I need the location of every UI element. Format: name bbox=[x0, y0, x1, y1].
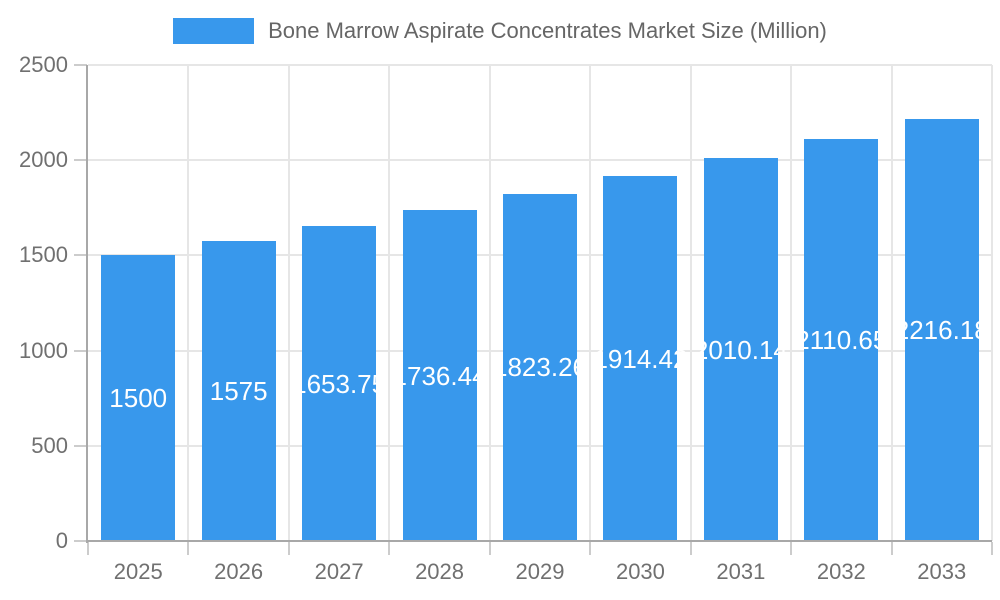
x-tick-label: 2031 bbox=[716, 559, 766, 584]
bar-value-label: 1823.26 bbox=[493, 352, 587, 383]
y-tick-label: 2500 bbox=[19, 52, 68, 77]
x-tick-label: 2030 bbox=[615, 559, 665, 584]
x-tick-label: 2026 bbox=[214, 559, 264, 584]
bar-2029[interactable] bbox=[503, 193, 577, 541]
vertical-gridline bbox=[187, 65, 190, 541]
y-tick-label: 500 bbox=[31, 432, 68, 458]
y-tick-label: 0 bbox=[55, 528, 68, 553]
y-axis-tick bbox=[74, 64, 87, 66]
x-axis-tick bbox=[991, 542, 993, 555]
bar-2033[interactable] bbox=[904, 119, 979, 541]
y-tick-label: 2000 bbox=[19, 147, 68, 173]
x-tick-label: 2033 bbox=[917, 559, 967, 584]
x-tick-label: 2027 bbox=[314, 559, 364, 584]
vertical-gridline bbox=[589, 65, 592, 541]
y-axis-tick bbox=[74, 349, 87, 352]
legend-label: Bone Marrow Aspirate Concentrates Market… bbox=[268, 18, 827, 43]
x-tick-label: 2025 bbox=[113, 559, 163, 584]
y-axis-line bbox=[86, 65, 88, 543]
vertical-gridline bbox=[790, 65, 793, 541]
bar-2032[interactable] bbox=[804, 139, 879, 541]
legend-swatch-icon bbox=[173, 18, 255, 44]
y-axis-tick bbox=[74, 254, 87, 257]
x-axis-tick bbox=[890, 542, 893, 555]
legend[interactable]: Bone Marrow Aspirate Concentrates Market… bbox=[0, 10, 1000, 52]
vertical-gridline bbox=[488, 65, 491, 541]
x-tick-label: 2029 bbox=[515, 559, 565, 584]
x-tick-label: 2032 bbox=[816, 559, 866, 584]
bar-value-label: 1653.75 bbox=[292, 368, 387, 399]
x-axis-tick bbox=[689, 542, 692, 555]
vertical-gridline bbox=[689, 65, 692, 541]
bar-value-label: 2216.18 bbox=[894, 315, 989, 346]
horizontal-gridline bbox=[88, 64, 992, 66]
vertical-gridline bbox=[287, 65, 290, 541]
y-axis-tick bbox=[74, 540, 87, 542]
vertical-gridline bbox=[388, 65, 391, 541]
x-axis-tick bbox=[488, 542, 491, 555]
vertical-gridline bbox=[890, 65, 893, 541]
y-tick-label: 1000 bbox=[19, 337, 68, 363]
horizontal-gridline bbox=[88, 159, 992, 162]
bar-2025[interactable] bbox=[101, 255, 176, 541]
x-axis-tick bbox=[388, 542, 391, 555]
x-axis-tick bbox=[589, 542, 592, 555]
bar-value-label: 1575 bbox=[209, 376, 268, 407]
bar-2030[interactable] bbox=[603, 176, 678, 541]
bar-value-label: 1914.42 bbox=[593, 343, 688, 374]
bar-value-label: 1736.44 bbox=[392, 360, 487, 391]
bar-value-label: 1500 bbox=[109, 383, 168, 414]
bar-2028[interactable] bbox=[402, 210, 477, 541]
x-axis-tick bbox=[187, 542, 190, 555]
x-axis-tick bbox=[87, 542, 89, 555]
y-axis-tick bbox=[74, 444, 87, 447]
bar-2031[interactable] bbox=[703, 158, 778, 541]
x-axis-tick bbox=[790, 542, 793, 555]
bar-2027[interactable] bbox=[302, 226, 377, 541]
x-axis-line bbox=[86, 540, 992, 542]
x-tick-label: 2028 bbox=[415, 559, 465, 584]
x-axis-tick bbox=[287, 542, 290, 555]
bar-2026[interactable] bbox=[201, 241, 276, 541]
y-axis-tick bbox=[74, 159, 87, 162]
y-tick-label: 1500 bbox=[19, 242, 68, 268]
vertical-gridline bbox=[991, 65, 993, 541]
bar-value-label: 2110.65 bbox=[795, 325, 888, 356]
bar-value-label: 2010.14 bbox=[693, 334, 788, 365]
